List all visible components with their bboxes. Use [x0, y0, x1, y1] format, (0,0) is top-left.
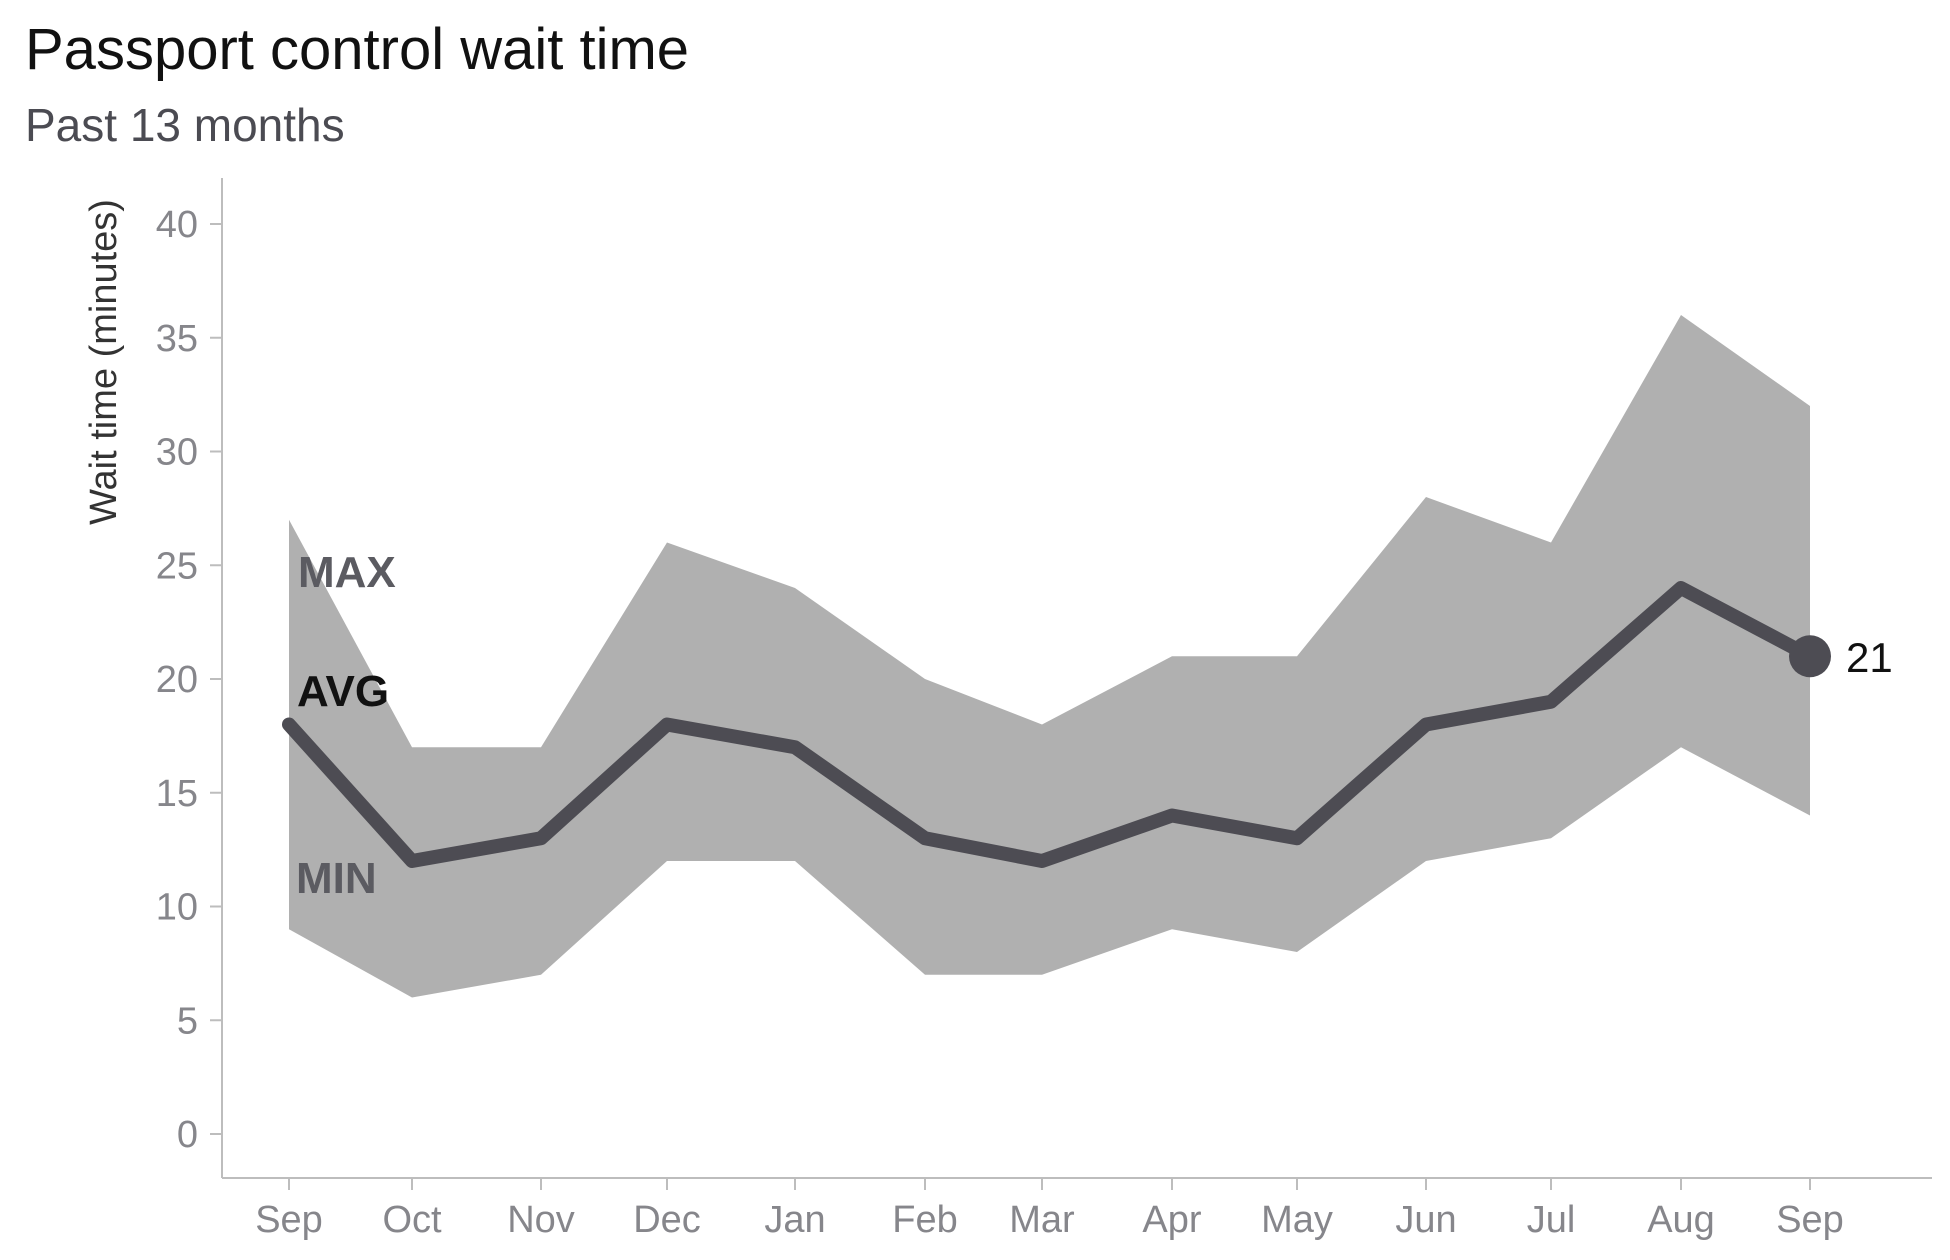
avg-line: [282, 581, 1831, 868]
x-tick-label: May: [1261, 1199, 1333, 1241]
y-tick-label: 15: [156, 773, 198, 815]
x-tick-label: Apr: [1142, 1199, 1201, 1241]
avg-series-line: [282, 581, 1817, 868]
y-tick-label: 0: [177, 1114, 198, 1156]
x-tick-label: Dec: [633, 1199, 701, 1241]
y-tick-label: 35: [156, 318, 198, 360]
avg-end-point: [1789, 635, 1831, 678]
chart-subtitle: Past 13 months: [25, 99, 345, 151]
series-labels: MAX AVG MIN 21: [296, 548, 1893, 903]
x-tick-label: Sep: [1776, 1199, 1844, 1241]
x-tick-label: Mar: [1009, 1199, 1075, 1241]
x-tick-label: Nov: [507, 1199, 575, 1241]
chart-title: Passport control wait time: [25, 17, 690, 82]
x-tick-label: Aug: [1647, 1199, 1715, 1241]
x-axis-ticks: Sep Oct Nov Dec Jan Feb Mar Apr May Jun Jul Aug Sep: [255, 1178, 1844, 1241]
y-tick-label: 30: [156, 432, 198, 474]
y-tick-label: 10: [156, 887, 198, 929]
min-label: MIN: [296, 854, 377, 903]
y-tick-label: 5: [177, 1000, 198, 1042]
y-tick-label: 20: [156, 659, 198, 701]
x-tick-label: Sep: [255, 1199, 323, 1241]
y-tick-label: 25: [156, 545, 198, 587]
min-max-band: [289, 315, 1810, 998]
x-tick-label: Jan: [764, 1199, 825, 1241]
x-tick-label: Jun: [1395, 1199, 1456, 1241]
max-label: MAX: [298, 548, 396, 597]
x-tick-label: Feb: [892, 1199, 957, 1241]
end-value-label: 21: [1846, 634, 1893, 681]
y-tick-label: 40: [156, 204, 198, 246]
x-tick-label: Jul: [1527, 1199, 1576, 1241]
min-max-area: [289, 315, 1810, 998]
x-tick-label: Oct: [382, 1199, 442, 1241]
y-axis-ticks: 0 5 10 15 20 25 30 35 40: [156, 204, 222, 1156]
y-axis-title: Wait time (minutes): [83, 199, 125, 525]
avg-label: AVG: [297, 667, 389, 716]
